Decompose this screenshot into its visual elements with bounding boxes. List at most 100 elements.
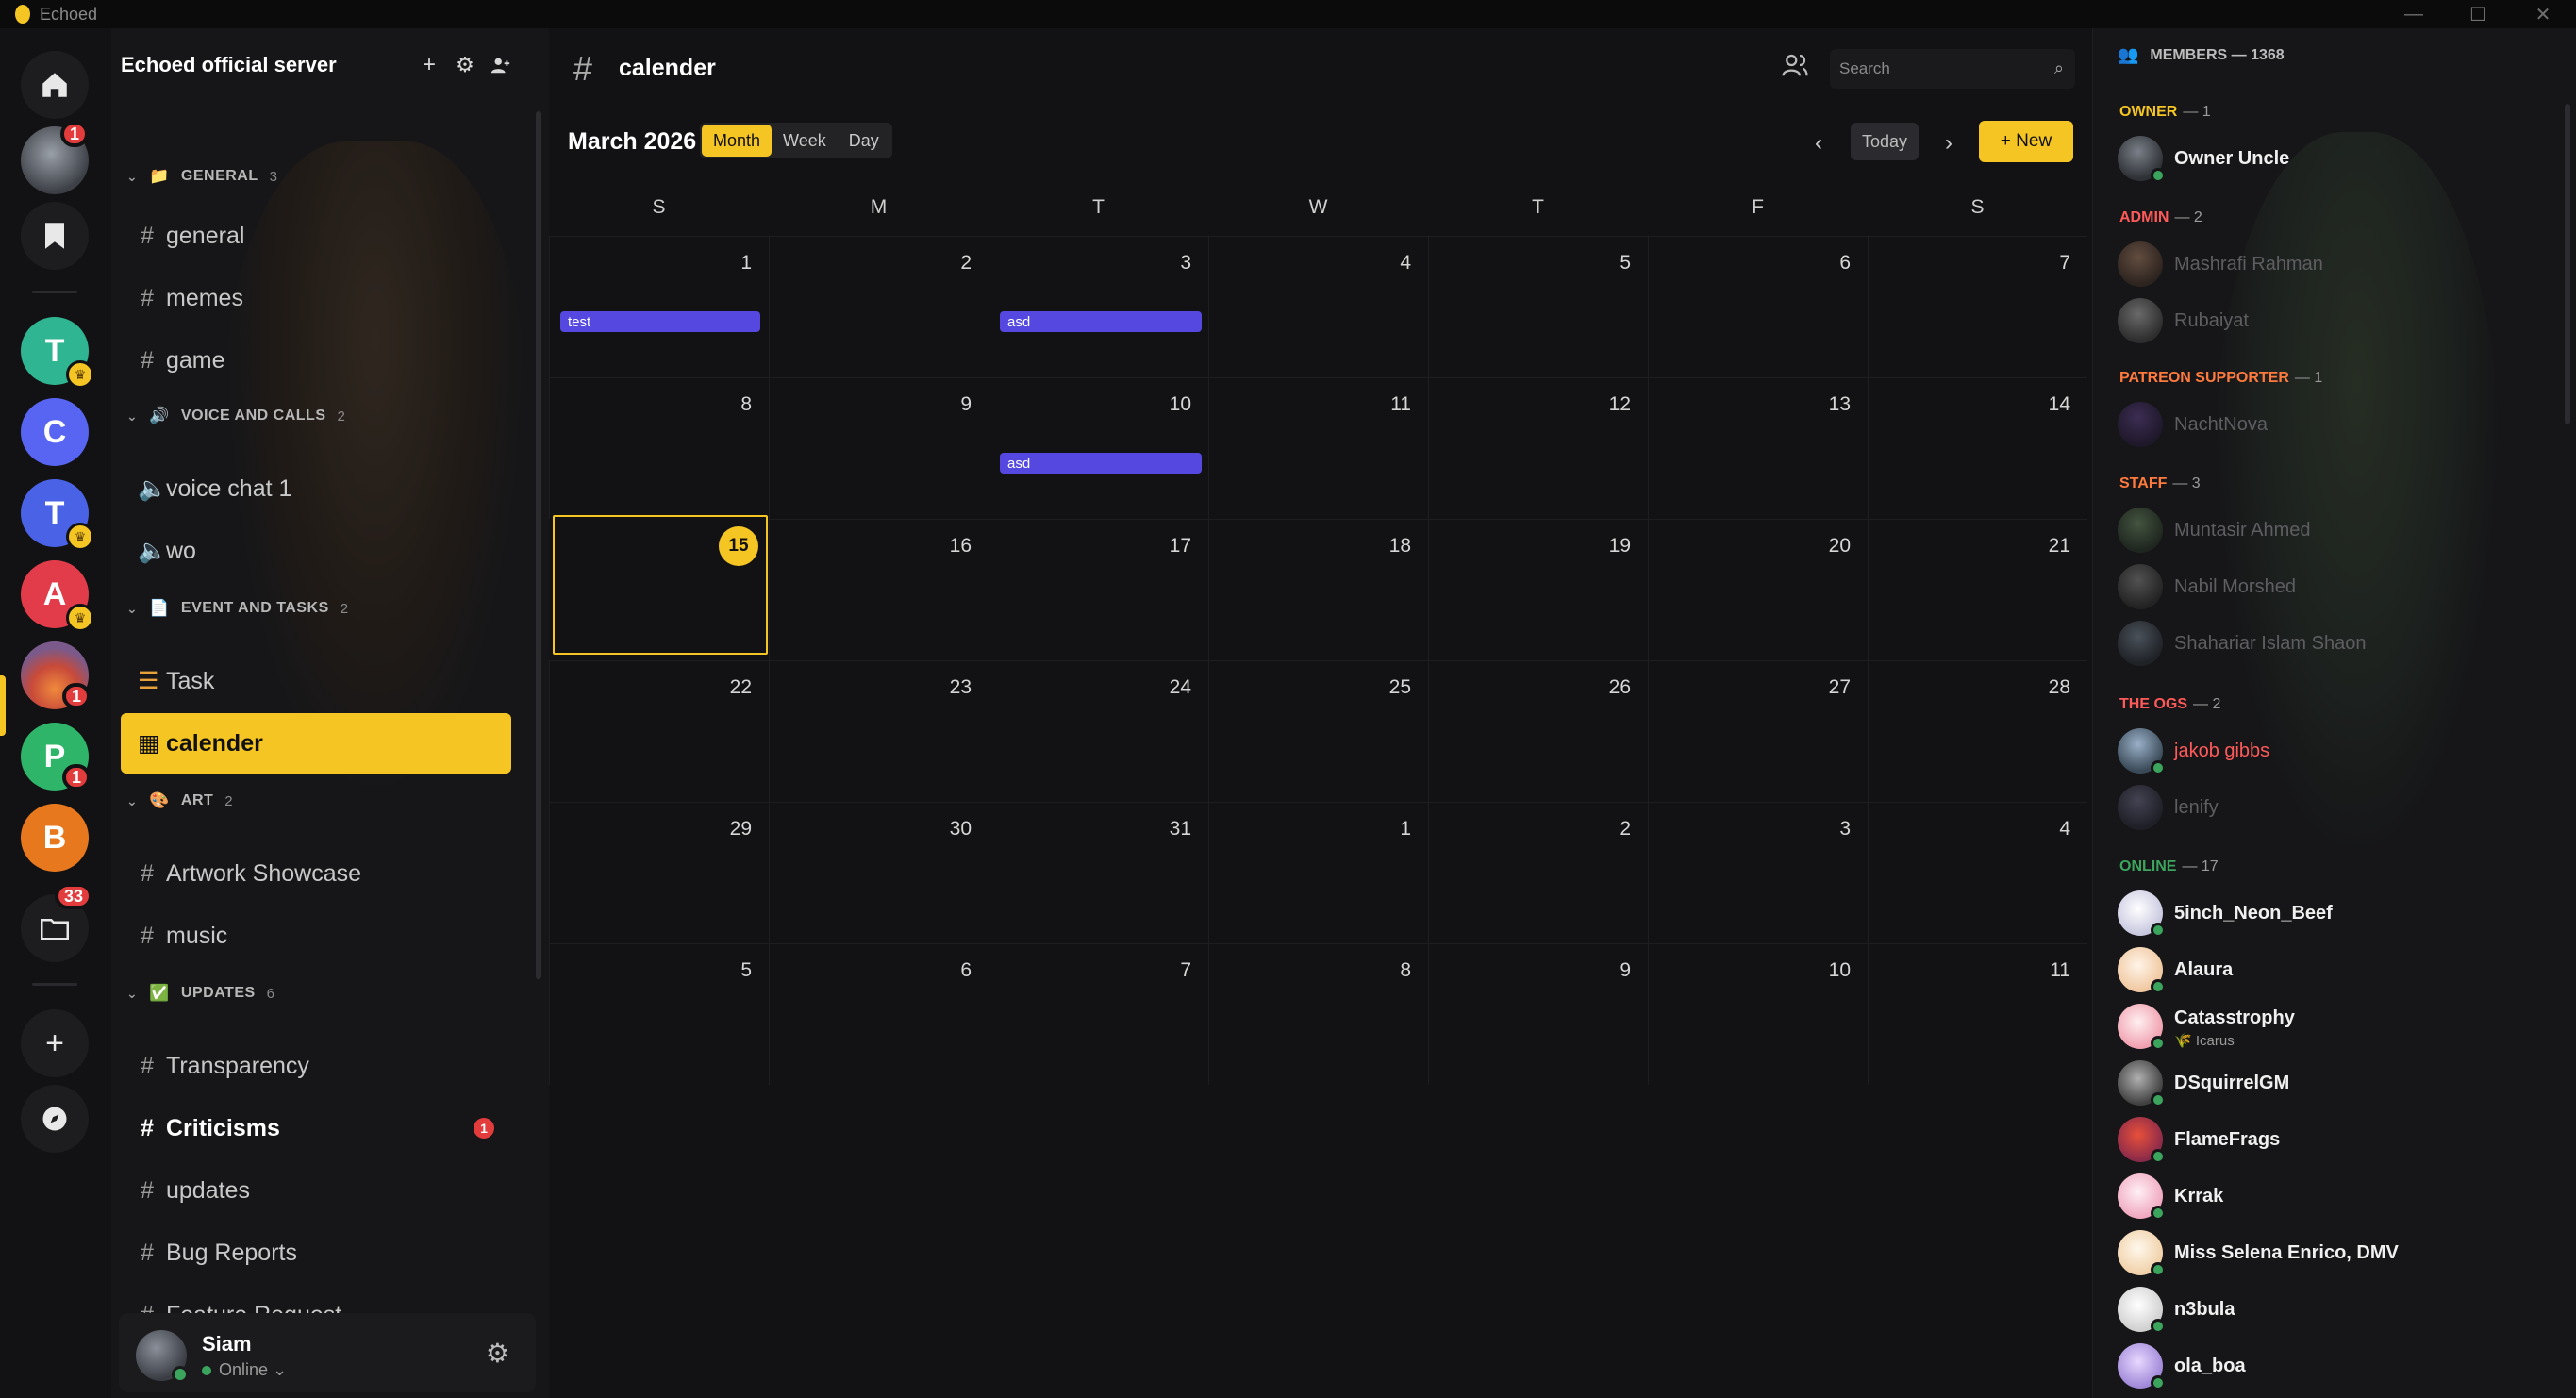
day-cell[interactable]: 22	[549, 660, 769, 802]
channel-transparency[interactable]: # Transparency	[121, 1036, 511, 1096]
calendar-event[interactable]: asd	[1000, 453, 1202, 474]
day-cell[interactable]: 11	[1208, 377, 1428, 519]
day-cell[interactable]: 29	[549, 802, 769, 943]
member-row[interactable]: Shahariar Islam Shaon	[2118, 617, 2561, 670]
user-settings-icon[interactable]: ⚙	[485, 1339, 509, 1368]
day-cell[interactable]: 18	[1208, 519, 1428, 660]
channel-memes[interactable]: # memes	[121, 268, 511, 328]
day-cell[interactable]: 5	[549, 943, 769, 1085]
server-c[interactable]: C	[21, 398, 89, 466]
member-row[interactable]: Rubaiyat	[2118, 294, 2561, 347]
member-row[interactable]: Alaura	[2118, 943, 2561, 996]
member-row[interactable]: Miss Selena Enrico, DMV	[2118, 1226, 2561, 1279]
day-cell[interactable]: 31	[989, 802, 1208, 943]
channel-list-scrollbar[interactable]	[536, 111, 541, 979]
category-event-tasks[interactable]: ⌄ 📄 EVENT AND TASKS 2	[126, 594, 349, 623]
day-cell[interactable]: 27	[1648, 660, 1868, 802]
user-status-dropdown[interactable]: Online ⌄	[202, 1360, 287, 1380]
calendar-event[interactable]: asd	[1000, 311, 1202, 332]
server-header[interactable]: Echoed official server	[111, 28, 549, 102]
server-p[interactable]: P 1	[21, 723, 91, 791]
day-cell[interactable]: 11	[1868, 943, 2087, 1085]
day-cell[interactable]: 7	[989, 943, 1208, 1085]
channel-artwork-showcase[interactable]: # Artwork Showcase	[121, 843, 511, 904]
day-cell[interactable]: 13	[1648, 377, 1868, 519]
view-month-tab[interactable]: Month	[702, 125, 773, 157]
day-cell[interactable]: 3	[989, 236, 1208, 377]
today-button[interactable]: Today	[1851, 123, 1919, 160]
new-event-button[interactable]: + New	[1979, 121, 2073, 162]
view-week-tab[interactable]: Week	[783, 130, 826, 150]
search-box[interactable]: ⌕	[1830, 49, 2075, 89]
member-row[interactable]: jakob gibbs	[2118, 724, 2561, 777]
search-input[interactable]	[1839, 59, 2028, 78]
day-cell[interactable]: 10	[1648, 943, 1868, 1085]
day-cell[interactable]: 4	[1208, 236, 1428, 377]
channel-bug-reports[interactable]: # Bug Reports	[121, 1223, 511, 1283]
member-row[interactable]: Mashrafi Rahman	[2118, 238, 2561, 291]
day-cell[interactable]: 10	[989, 377, 1208, 519]
channel-calendar[interactable]: ▦ calender	[121, 713, 511, 774]
day-cell[interactable]: 17	[989, 519, 1208, 660]
day-cell[interactable]: 8	[549, 377, 769, 519]
member-row[interactable]: Muntasir Ahmed	[2118, 504, 2561, 557]
member-row[interactable]: 5inch_Neon_Beef	[2118, 887, 2561, 940]
server-a[interactable]: A ♛	[21, 560, 94, 632]
day-cell[interactable]: 6	[769, 943, 989, 1085]
day-cell[interactable]: 1	[1208, 802, 1428, 943]
dm-avatar-button[interactable]: 1	[21, 121, 90, 194]
server-t-1[interactable]: T ♛	[21, 317, 94, 389]
day-cell[interactable]: 24	[989, 660, 1208, 802]
channel-game[interactable]: # game	[121, 330, 511, 391]
explore-button[interactable]	[21, 1085, 89, 1153]
server-settings-icon[interactable]: ⚙	[456, 53, 474, 76]
members-toggle-icon[interactable]	[1781, 51, 1809, 87]
day-cell[interactable]: 19	[1428, 519, 1648, 660]
day-cell[interactable]: 12	[1428, 377, 1648, 519]
category-general[interactable]: ⌄ 📁 GENERAL 3	[126, 162, 277, 191]
channel-criticisms[interactable]: # Criticisms 1	[121, 1098, 511, 1158]
member-row[interactable]: FlameFrags	[2118, 1113, 2561, 1166]
server-echoed[interactable]: 1	[21, 641, 91, 709]
member-row[interactable]: DSquirrelGM	[2118, 1057, 2561, 1109]
category-art[interactable]: ⌄ 🎨 ART 2	[126, 787, 233, 815]
channel-task[interactable]: ☰ Task	[121, 651, 511, 711]
maximize-button[interactable]: ☐	[2469, 4, 2486, 25]
member-row[interactable]: ola_boa	[2118, 1340, 2561, 1392]
category-updates[interactable]: ⌄ ✅ UPDATES 6	[126, 979, 275, 1007]
members-scrollbar[interactable]	[2565, 104, 2570, 424]
member-row[interactable]: Krrak	[2118, 1170, 2561, 1223]
server-b[interactable]: B	[21, 804, 89, 872]
day-cell[interactable]: 5	[1428, 236, 1648, 377]
minimize-button[interactable]: —	[2404, 3, 2423, 25]
server-folder[interactable]: 33	[21, 883, 93, 962]
member-row[interactable]: Catasstrophy 🌾 Icarus	[2118, 1000, 2561, 1053]
calendar-event[interactable]: test	[560, 311, 760, 332]
day-cell[interactable]: 23	[769, 660, 989, 802]
day-cell[interactable]: 9	[769, 377, 989, 519]
day-cell[interactable]: 25	[1208, 660, 1428, 802]
view-day-tab[interactable]: Day	[848, 130, 879, 150]
day-cell[interactable]: 30	[769, 802, 989, 943]
day-cell-today[interactable]: 15	[553, 515, 768, 655]
day-cell[interactable]: 21	[1868, 519, 2087, 660]
day-cell[interactable]: 6	[1648, 236, 1868, 377]
day-cell[interactable]: 2	[769, 236, 989, 377]
home-button[interactable]	[21, 51, 89, 119]
day-cell[interactable]: 28	[1868, 660, 2087, 802]
server-t-2[interactable]: T ♛	[21, 479, 94, 551]
add-server-button[interactable]: +	[21, 1009, 89, 1077]
day-cell[interactable]: 2	[1428, 802, 1648, 943]
member-row[interactable]: lenify	[2118, 781, 2561, 834]
day-cell[interactable]: 8	[1208, 943, 1428, 1085]
member-row[interactable]: Nabil Morshed	[2118, 560, 2561, 613]
day-cell[interactable]: 3	[1648, 802, 1868, 943]
channel-music[interactable]: # music	[121, 906, 511, 966]
day-cell[interactable]: 26	[1428, 660, 1648, 802]
day-cell[interactable]: 1	[549, 236, 769, 377]
member-row[interactable]: NachtNova	[2118, 398, 2561, 451]
member-row[interactable]: Owner Uncle	[2118, 132, 2561, 185]
close-window-button[interactable]: ✕	[2534, 4, 2551, 25]
day-cell[interactable]: 4	[1868, 802, 2087, 943]
day-cell[interactable]: 14	[1868, 377, 2087, 519]
